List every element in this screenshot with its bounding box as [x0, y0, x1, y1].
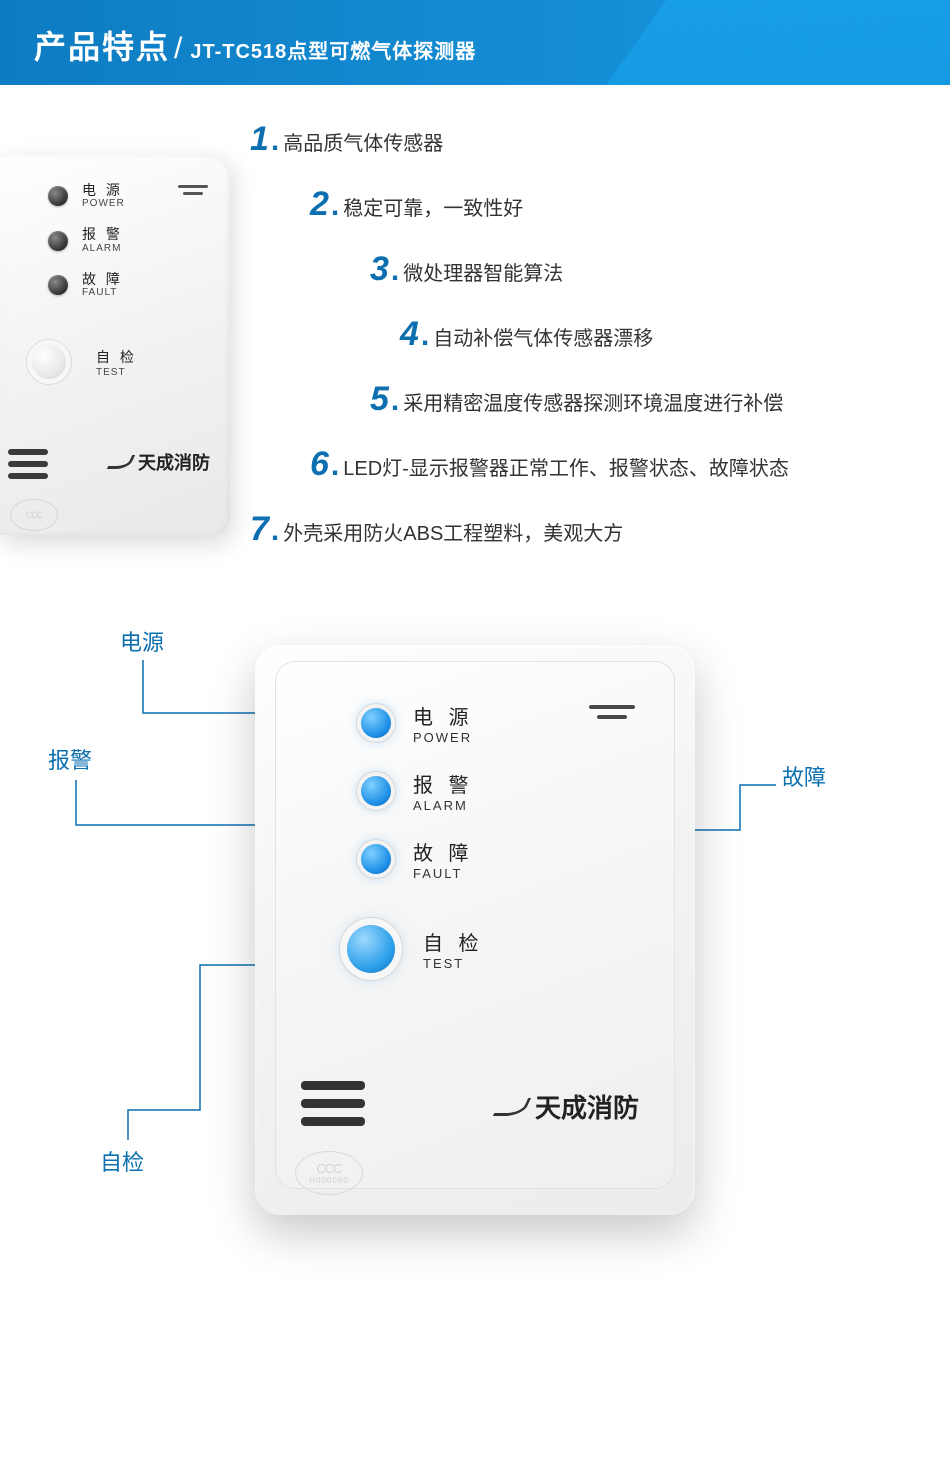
feature-text: 自动补偿气体传感器漂移 [433, 322, 653, 351]
vent-slits-icon [301, 1081, 365, 1135]
feature-number: 7 [250, 510, 269, 549]
header-title-main: 产品特点 [34, 22, 170, 68]
big-label-alarm: 报 警 ALARM [413, 769, 474, 813]
led-dot-icon [48, 186, 68, 206]
feature-item: 6.LED灯-显示报警器正常工作、报警状态、故障状态 [310, 445, 950, 484]
feature-text: LED灯-显示报警器正常工作、报警状态、故障状态 [343, 452, 789, 481]
big-label-fault: 故 障 FAULT [413, 837, 474, 881]
brand-label: 天成消防 [110, 449, 210, 475]
feature-item: 7.外壳采用防火ABS工程塑料，美观大方 [250, 510, 950, 549]
feature-text: 采用精密温度传感器探测环境温度进行补偿 [403, 387, 783, 416]
brand-swoosh-icon [107, 455, 136, 469]
feature-number: 4 [400, 315, 419, 354]
vent-slits-icon [8, 449, 48, 485]
header-slash: / [174, 32, 182, 66]
header-title-block: 产品特点 / JT-TC518点型可燃气体探测器 [34, 22, 476, 68]
speaker-grille-icon [178, 185, 208, 199]
side-device-illustration: 电 源 POWER 报 警 ALARM 故 障 FAULT [0, 155, 230, 535]
feature-item: 3.微处理器智能算法 [370, 250, 950, 289]
led-power-icon [361, 708, 391, 738]
callout-test: 自检 [100, 1145, 144, 1177]
big-test-row: 自 检 TEST [347, 925, 484, 973]
feature-number: 5 [370, 380, 389, 419]
feature-text: 微处理器智能算法 [403, 257, 563, 286]
led-label-power: 电 源 POWER [82, 183, 125, 209]
led-label-fault: 故 障 FAULT [82, 272, 123, 298]
feature-item: 4.自动补偿气体传感器漂移 [400, 315, 950, 354]
features-section: 电 源 POWER 报 警 ALARM 故 障 FAULT [0, 85, 950, 585]
header-title-sub: JT-TC518点型可燃气体探测器 [190, 35, 476, 64]
feature-item: 2.稳定可靠，一致性好 [310, 185, 950, 224]
header-banner: 产品特点 / JT-TC518点型可燃气体探测器 [0, 0, 950, 85]
speaker-grille-icon [589, 705, 635, 725]
feature-number: 6 [310, 445, 329, 484]
test-button-icon [347, 925, 395, 973]
feature-text: 高品质气体传感器 [283, 127, 443, 156]
brand-swoosh-icon [493, 1098, 531, 1116]
diagram-section: 电源 报警 故障 自检 电 源 POWER 报 警 ALARM [0, 585, 950, 1255]
feature-number: 3 [370, 250, 389, 289]
led-dot-icon [48, 275, 68, 295]
ccc-mark-icon: CCC H000060 [295, 1151, 363, 1195]
callout-power: 电源 [120, 625, 164, 657]
feature-number: 1 [250, 120, 269, 159]
feature-number: 2 [310, 185, 329, 224]
feature-item: 5.采用精密温度传感器探测环境温度进行补偿 [370, 380, 950, 419]
feature-list: 1.高品质气体传感器 2.稳定可靠，一致性好 3.微处理器智能算法 4.自动补偿气体传… [250, 120, 950, 575]
callout-fault: 故障 [782, 760, 826, 792]
test-button-icon [32, 345, 66, 379]
led-label-alarm: 报 警 ALARM [82, 227, 123, 253]
led-fault-icon [361, 844, 391, 874]
main-device-illustration: 电 源 POWER 报 警 ALARM 故 障 FAULT [255, 645, 695, 1215]
ccc-mark-icon: CCC [10, 499, 58, 531]
feature-item: 1.高品质气体传感器 [250, 120, 950, 159]
feature-text: 外壳采用防火ABS工程塑料，美观大方 [283, 517, 623, 546]
callout-alarm: 报警 [48, 743, 92, 775]
brand-label: 天成消防 [497, 1088, 639, 1125]
feature-text: 稳定可靠，一致性好 [343, 192, 523, 221]
led-dot-icon [48, 231, 68, 251]
led-alarm-icon [361, 776, 391, 806]
big-label-power: 电 源 POWER [413, 701, 474, 745]
test-button-row: 自 检 TEST [32, 345, 137, 379]
